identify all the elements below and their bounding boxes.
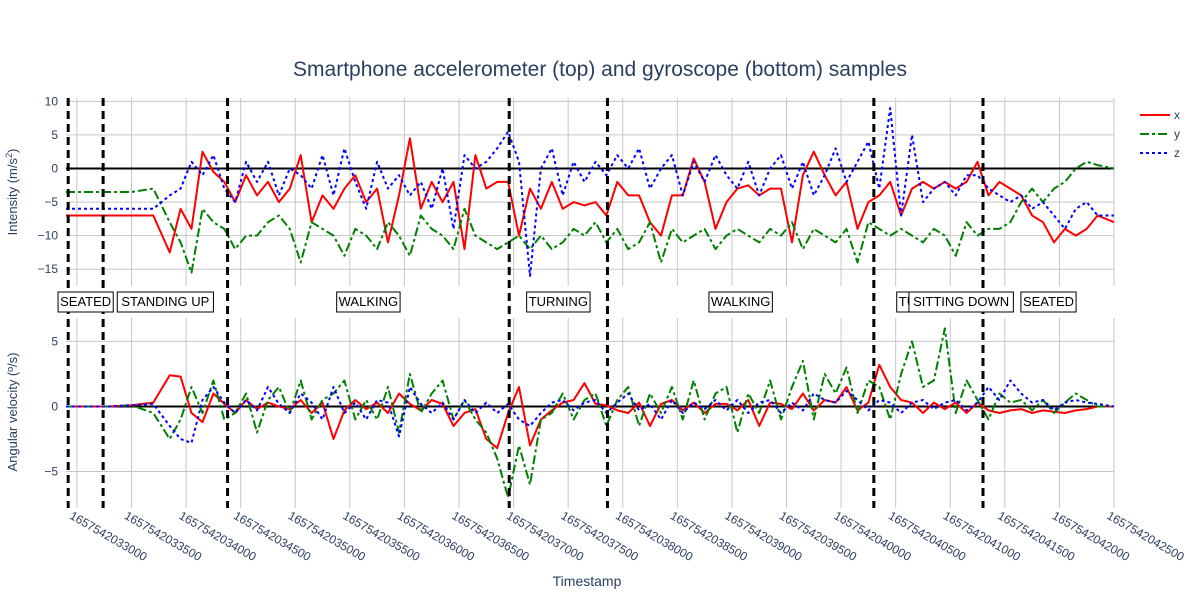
activity-label-box: [57, 291, 114, 313]
legend-label-y: y: [1174, 127, 1180, 141]
activity-label: WALKING: [339, 294, 398, 309]
y-tick-label: −10: [38, 229, 59, 243]
activity-label-box: [908, 291, 1014, 313]
activity-label-box: [1020, 291, 1077, 313]
y-tick-label: −5: [44, 195, 58, 209]
legend-item-x[interactable]: x: [1140, 108, 1180, 122]
series-line-y-accel: [66, 160, 1115, 274]
y-tick-label: 5: [51, 334, 58, 348]
y-axis-label-top-end: ): [5, 149, 20, 153]
series-line-z-accel: [66, 107, 1114, 277]
activity-label-box: [526, 291, 591, 313]
activity-label: WALKING: [711, 294, 770, 309]
legend-item-z[interactable]: z: [1140, 146, 1180, 160]
activity-label: SEATED: [60, 294, 111, 309]
activity-label-box: [116, 291, 214, 313]
series-line-z-gyro: [66, 379, 1115, 444]
series-line-x-accel: [66, 137, 1115, 254]
legend[interactable]: xyz: [1140, 108, 1180, 160]
y-tick-label: −5: [44, 465, 58, 479]
x-axis-label: Timestamp: [553, 573, 622, 589]
activity-label: STANDING UP: [121, 294, 209, 309]
y-tick-label: 5: [51, 128, 58, 142]
activity-label: SITTING DOWN: [913, 294, 1009, 309]
y-tick-label: 0: [51, 162, 58, 176]
series-line-y-gyro: [66, 327, 1114, 499]
legend-label-z: z: [1174, 146, 1180, 160]
y-tick-label: −15: [38, 262, 59, 276]
y-axis-label-top-main: Intensity (m/s: [5, 158, 20, 236]
y-axis-label-top-sup: 2: [4, 153, 14, 158]
data-layer: [66, 107, 1115, 499]
series-line-x-gyro: [66, 363, 1114, 450]
chart-title: Smartphone accelerometer (top) and gyros…: [293, 58, 907, 81]
y-tick-label: 10: [45, 94, 59, 108]
y-axis-label-top: Intensity (m/s2): [4, 149, 20, 236]
legend-label-x: x: [1174, 108, 1180, 122]
y-axis-label-bottom: Angular velocity (º/s): [5, 353, 20, 472]
activity-label-box: [336, 291, 401, 313]
activity-label: TURNING: [529, 294, 588, 309]
activity-label: SEATED: [1023, 294, 1074, 309]
activity-label-box: [708, 291, 773, 313]
y-tick-label: 0: [51, 399, 58, 413]
legend-item-y[interactable]: y: [1140, 127, 1180, 141]
